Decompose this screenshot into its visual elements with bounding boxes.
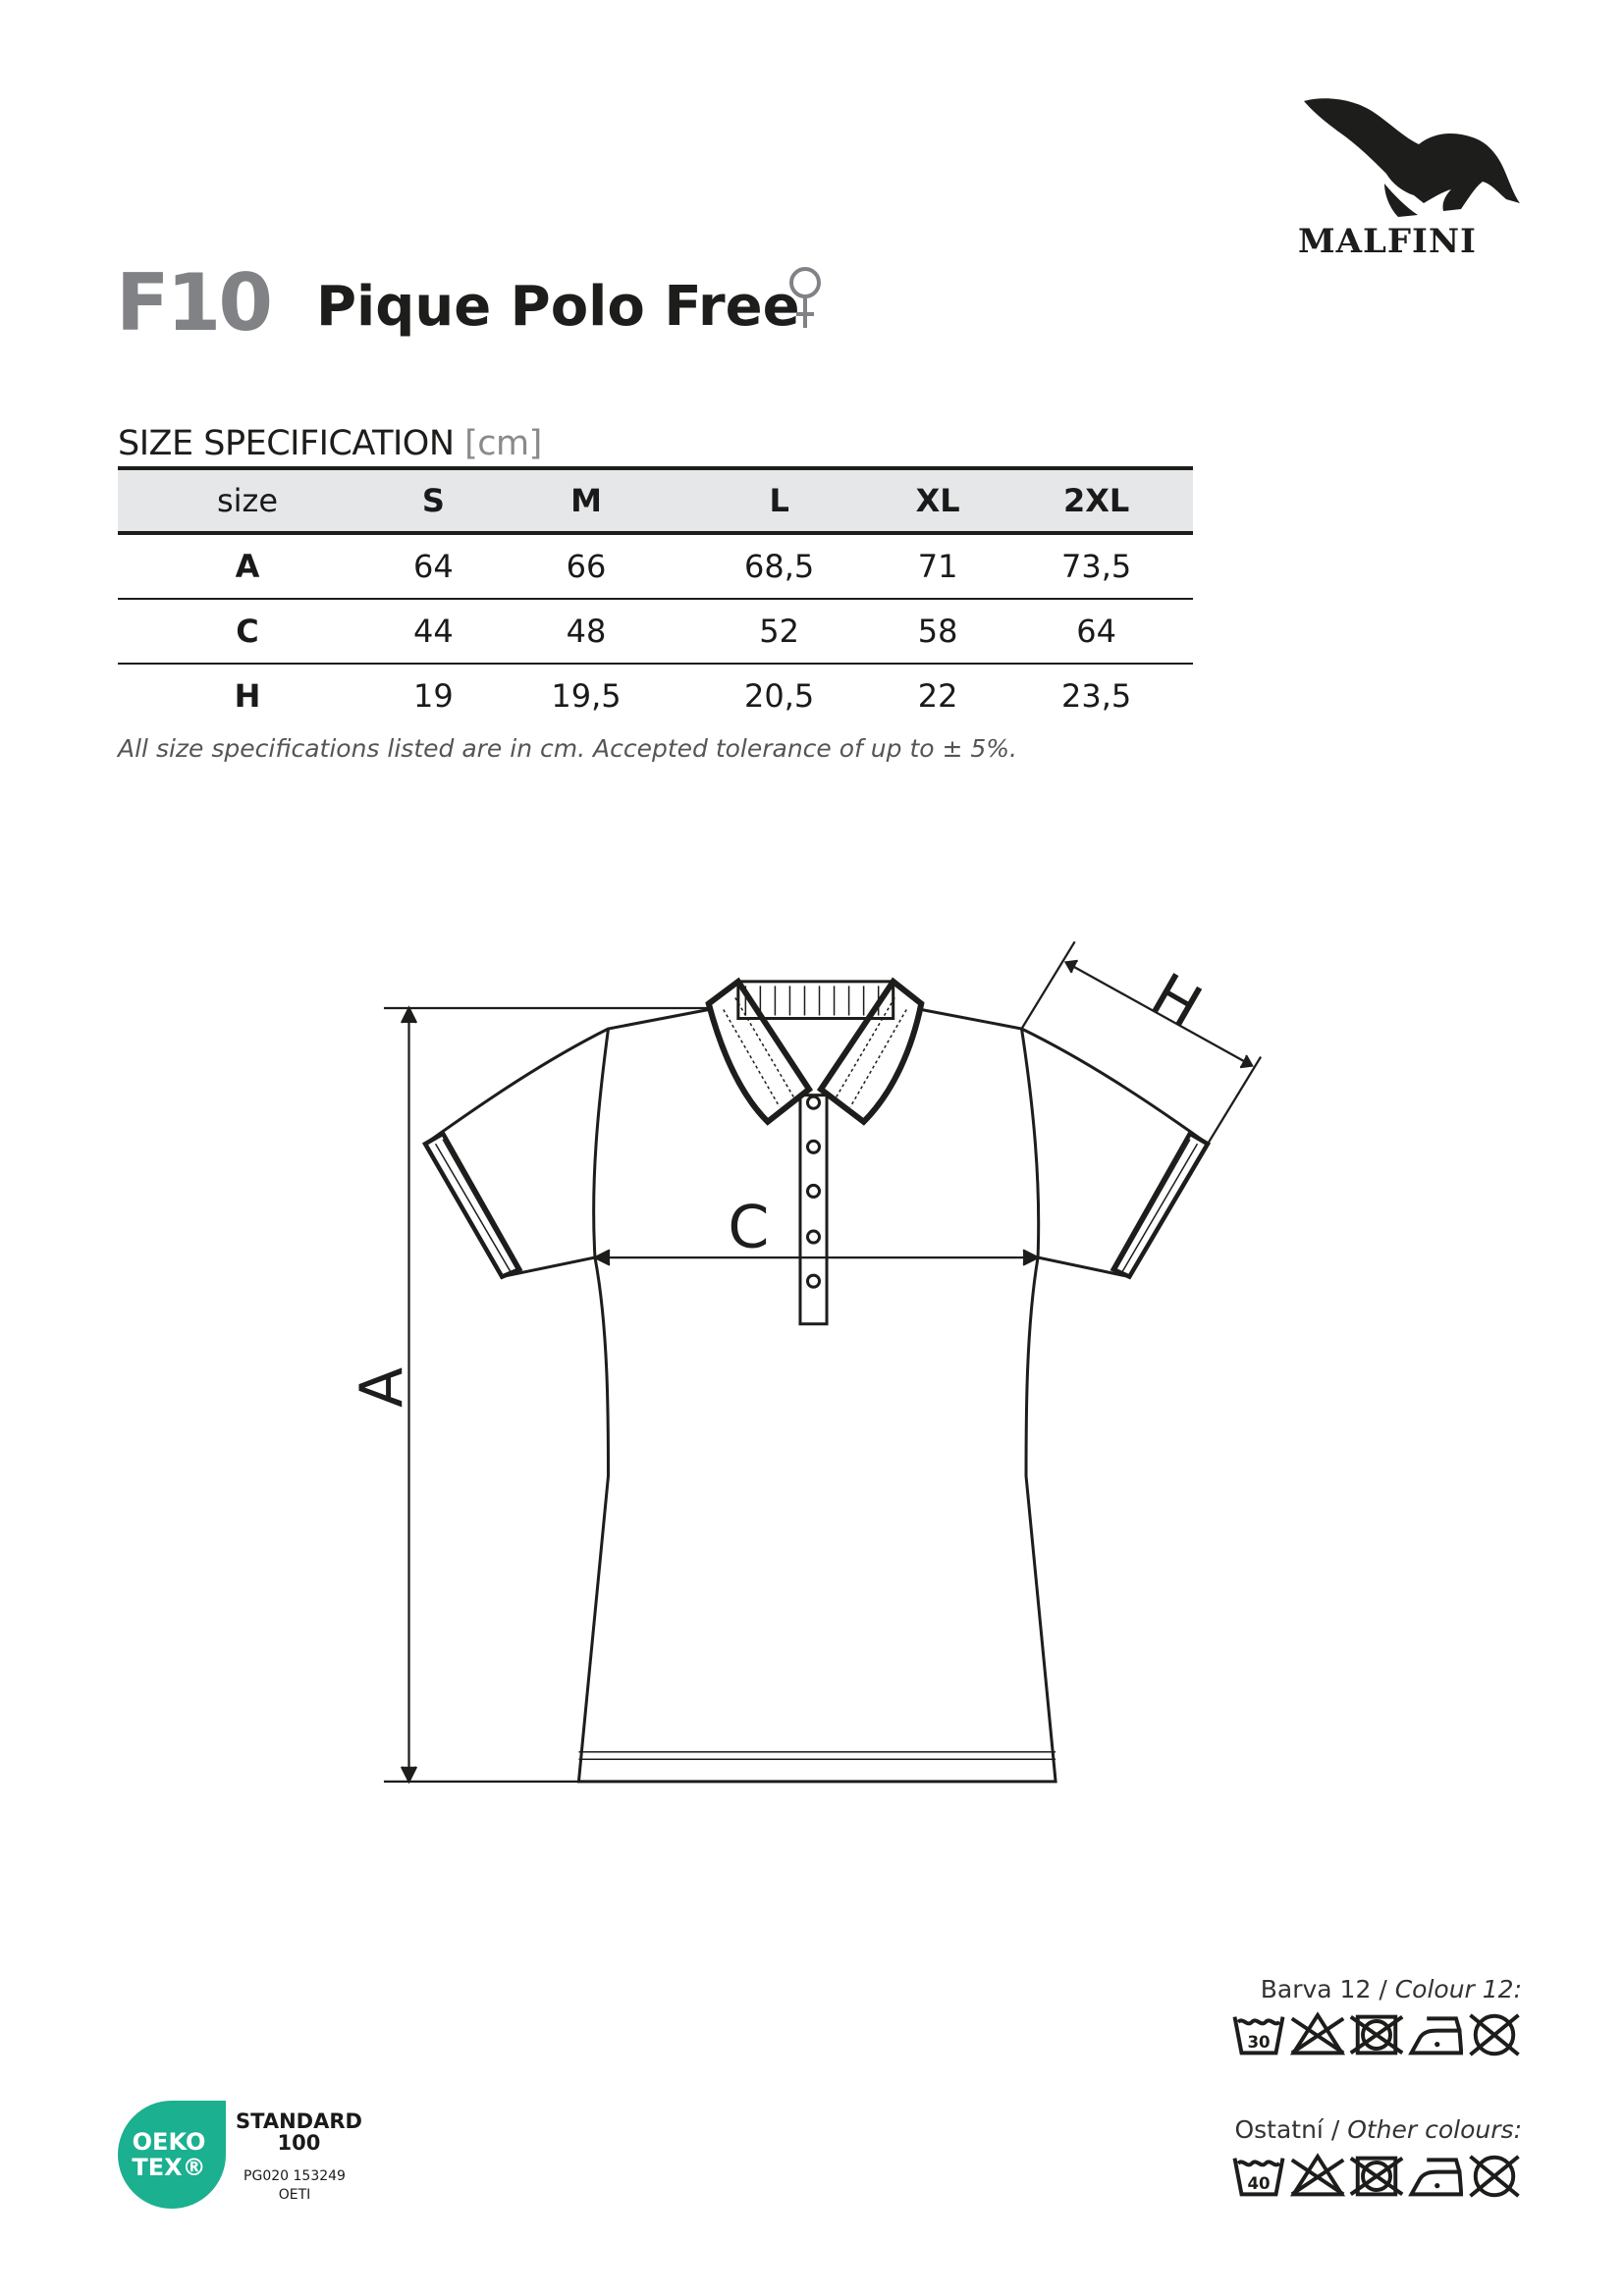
care-label-colour12: Barva 12 / Colour 12:	[1261, 1975, 1522, 2003]
table-header-row: size S M L XL 2XL	[118, 466, 1193, 535]
spec-unit: [cm]	[464, 424, 542, 463]
standard-label: STANDARD 100	[236, 2110, 362, 2154]
header-cell: 2XL	[1000, 466, 1193, 535]
standard-line1: STANDARD	[236, 2109, 362, 2133]
wash-icon: 40	[1232, 2158, 1285, 2197]
measure-c	[592, 1249, 1041, 1266]
no-tumble-dry-icon	[1349, 2014, 1404, 2056]
cell-value: 68,5	[682, 533, 876, 600]
eagle-icon	[1304, 98, 1520, 217]
cell-value: 64	[377, 533, 490, 600]
no-bleach-icon	[1290, 2153, 1345, 2197]
care-icons-other: 40	[1231, 2152, 1522, 2201]
spec-title-text: SIZE SPECIFICATION	[118, 424, 455, 463]
row-label: C	[118, 599, 377, 665]
cell-value: 66	[489, 533, 683, 600]
cell-value: 73,5	[1000, 533, 1193, 600]
iron-low-icon	[1408, 2158, 1463, 2197]
wash-temp: 30	[1247, 2033, 1270, 2052]
table-row: H 19 19,5 20,5 22 23,5	[118, 664, 1193, 727]
tolerance-note: All size specifications listed are in cm…	[118, 734, 1018, 763]
cell-value: 20,5	[744, 677, 815, 715]
header-cell: M	[489, 466, 683, 535]
row-label: A	[118, 533, 377, 600]
no-dry-clean-icon	[1469, 2013, 1520, 2056]
cell-value: 44	[377, 599, 490, 665]
spec-title: SIZE SPECIFICATION [cm]	[118, 424, 542, 463]
product-code: F10	[116, 257, 273, 348]
cert-institute: OETI	[278, 2187, 311, 2203]
header-cell: size	[118, 466, 377, 535]
cert-info: PG020 153249 OETI	[241, 2167, 349, 2205]
cell-value: 64	[1000, 599, 1193, 665]
oeko-tex-logo: OEKO TEX®	[118, 2101, 226, 2209]
size-table: size S M L XL 2XL A 64 66 68,5 71 73,5 C 44 48 52…	[118, 466, 1193, 727]
label-en: Other colours:	[1347, 2115, 1522, 2144]
care-label-other: Ostatní / Other colours:	[1234, 2115, 1522, 2144]
label-a: A	[348, 1367, 416, 1408]
cell-value: 58	[875, 599, 1001, 665]
no-tumble-dry-icon	[1349, 2156, 1404, 2197]
female-symbol-icon	[789, 267, 821, 328]
cell-value: 19,5	[551, 677, 622, 715]
label-c: C	[728, 1194, 769, 1262]
care-icons-colour12: 30	[1231, 2010, 1522, 2059]
label-cz: Barva 12 /	[1260, 1975, 1387, 2003]
table-row: C 44 48 52 58 64	[118, 599, 1193, 665]
label-h: H	[1140, 961, 1213, 1042]
oeko-line2: TEX®	[132, 2154, 205, 2181]
cell-value: 71	[875, 533, 1001, 600]
label-en: Colour 12:	[1394, 1975, 1522, 2003]
product-name: Pique Polo Free	[316, 275, 800, 339]
cell-value: 23,5	[1061, 677, 1132, 715]
cell-value: 48	[489, 599, 683, 665]
measure-h	[1020, 940, 1263, 1145]
oeko-line1: OEKO	[133, 2128, 206, 2156]
standard-line2: 100	[277, 2131, 321, 2155]
cell-value: 52	[682, 599, 876, 665]
measure-a	[383, 1005, 709, 1785]
cell-value: 22	[917, 677, 958, 715]
brand-name: MALFINI	[1298, 222, 1477, 261]
header-cell: L	[682, 466, 876, 535]
header-cell: S	[377, 466, 490, 535]
no-bleach-icon	[1290, 2011, 1345, 2056]
wash-temp: 40	[1247, 2174, 1270, 2193]
cell-value: 19	[412, 677, 454, 715]
iron-low-icon	[1408, 2016, 1463, 2056]
polo-outline	[421, 977, 1212, 1784]
wash-icon: 30	[1232, 2016, 1285, 2056]
header-cell: XL	[875, 466, 1001, 535]
table-row: A 64 66 68,5 71 73,5	[118, 533, 1193, 600]
label-cz: Ostatní /	[1234, 2115, 1340, 2144]
cert-code: PG020 153249	[244, 2168, 346, 2184]
no-dry-clean-icon	[1469, 2155, 1520, 2198]
row-label: H	[234, 677, 261, 715]
